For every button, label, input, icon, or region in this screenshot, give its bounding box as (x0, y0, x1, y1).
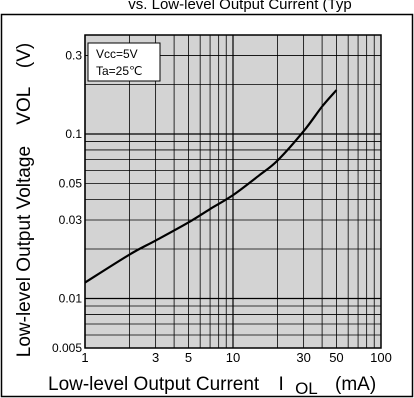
header-fragment: vs. Low-level Output Current (Typ (128, 0, 351, 13)
x-tick-label: 50 (329, 350, 343, 365)
y-axis-symbol: VOL (14, 87, 35, 124)
annotation-background (87, 42, 161, 82)
y-tick-label: 0.01 (59, 291, 83, 305)
x-axis-unit: (mA) (335, 374, 376, 395)
plot-border (84, 34, 382, 349)
y-axis-title: Low-level Output Voltage VOL (V) (14, 43, 35, 357)
x-axis-subscript: OL (295, 379, 318, 398)
x-tick-label: 5 (185, 350, 192, 365)
x-axis-ticks: 1 3 5 10 30 50 100 (81, 350, 391, 365)
y-tick-label: 0.1 (65, 127, 82, 141)
y-tick-label: 0.05 (59, 177, 83, 191)
grid-lines (84, 34, 381, 349)
x-tick-label: 30 (296, 350, 310, 365)
y-axis-label: Low-level Output Voltage (14, 146, 35, 357)
series-line (84, 89, 338, 284)
y-axis-ticks: 0.005 0.01 0.03 0.05 0.1 0.3 (52, 49, 82, 355)
annotation-line-2: Ta=25℃ (96, 64, 143, 78)
x-axis-symbol: I (279, 374, 284, 395)
x-axis-title: Low-level Output Current I OL (mA) (48, 374, 376, 398)
y-tick-label: 0.3 (65, 49, 82, 63)
annotation-box: Vcc=5V Ta=25℃ (87, 42, 161, 82)
outer-border (0, 13, 414, 398)
x-tick-label: 3 (152, 350, 159, 365)
y-tick-label: 0.005 (52, 341, 82, 355)
series-group (84, 89, 338, 284)
x-tick-label: 1 (81, 350, 88, 365)
y-tick-label: 0.03 (59, 213, 83, 227)
x-tick-label: 100 (370, 350, 392, 365)
annotation-line-1: Vcc=5V (96, 47, 138, 61)
y-axis-unit: (V) (14, 43, 35, 68)
x-axis-label: Low-level Output Current (48, 374, 260, 395)
svg-text:Low-level Output Voltage: Low-level Output Voltage VOL (V) (14, 43, 35, 357)
x-tick-label: 10 (226, 350, 240, 365)
